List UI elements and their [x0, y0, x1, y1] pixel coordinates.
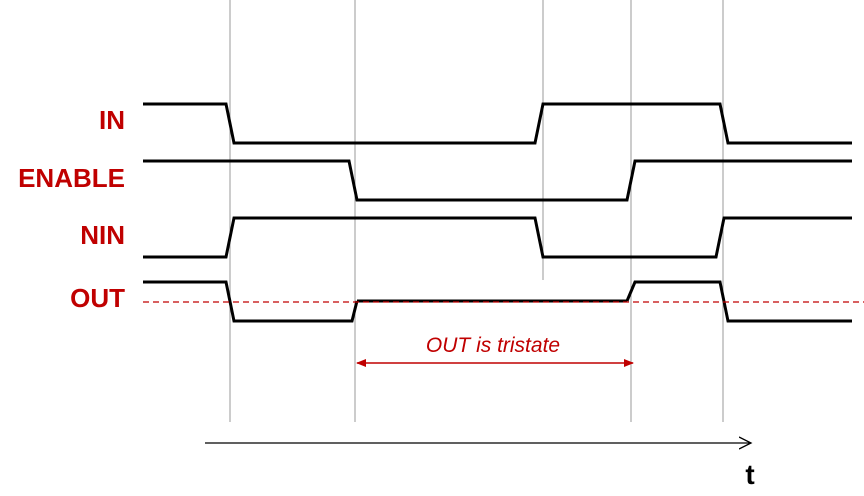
- tristate-annotation: OUT is tristate: [426, 334, 560, 357]
- time-axis-label: t: [745, 459, 754, 490]
- waveform-enable: [143, 159, 852, 202]
- signal-label-nin: NIN: [80, 220, 125, 250]
- waveform-in: [143, 102, 852, 145]
- waveform-nin: [143, 216, 852, 259]
- waveform-out-second: [625, 280, 852, 323]
- waveform-out-first: [143, 280, 359, 323]
- signal-label-enable: ENABLE: [18, 163, 125, 193]
- signal-label-in: IN: [99, 105, 125, 135]
- guide-lines: [229, 0, 724, 422]
- signal-label-out: OUT: [70, 283, 125, 313]
